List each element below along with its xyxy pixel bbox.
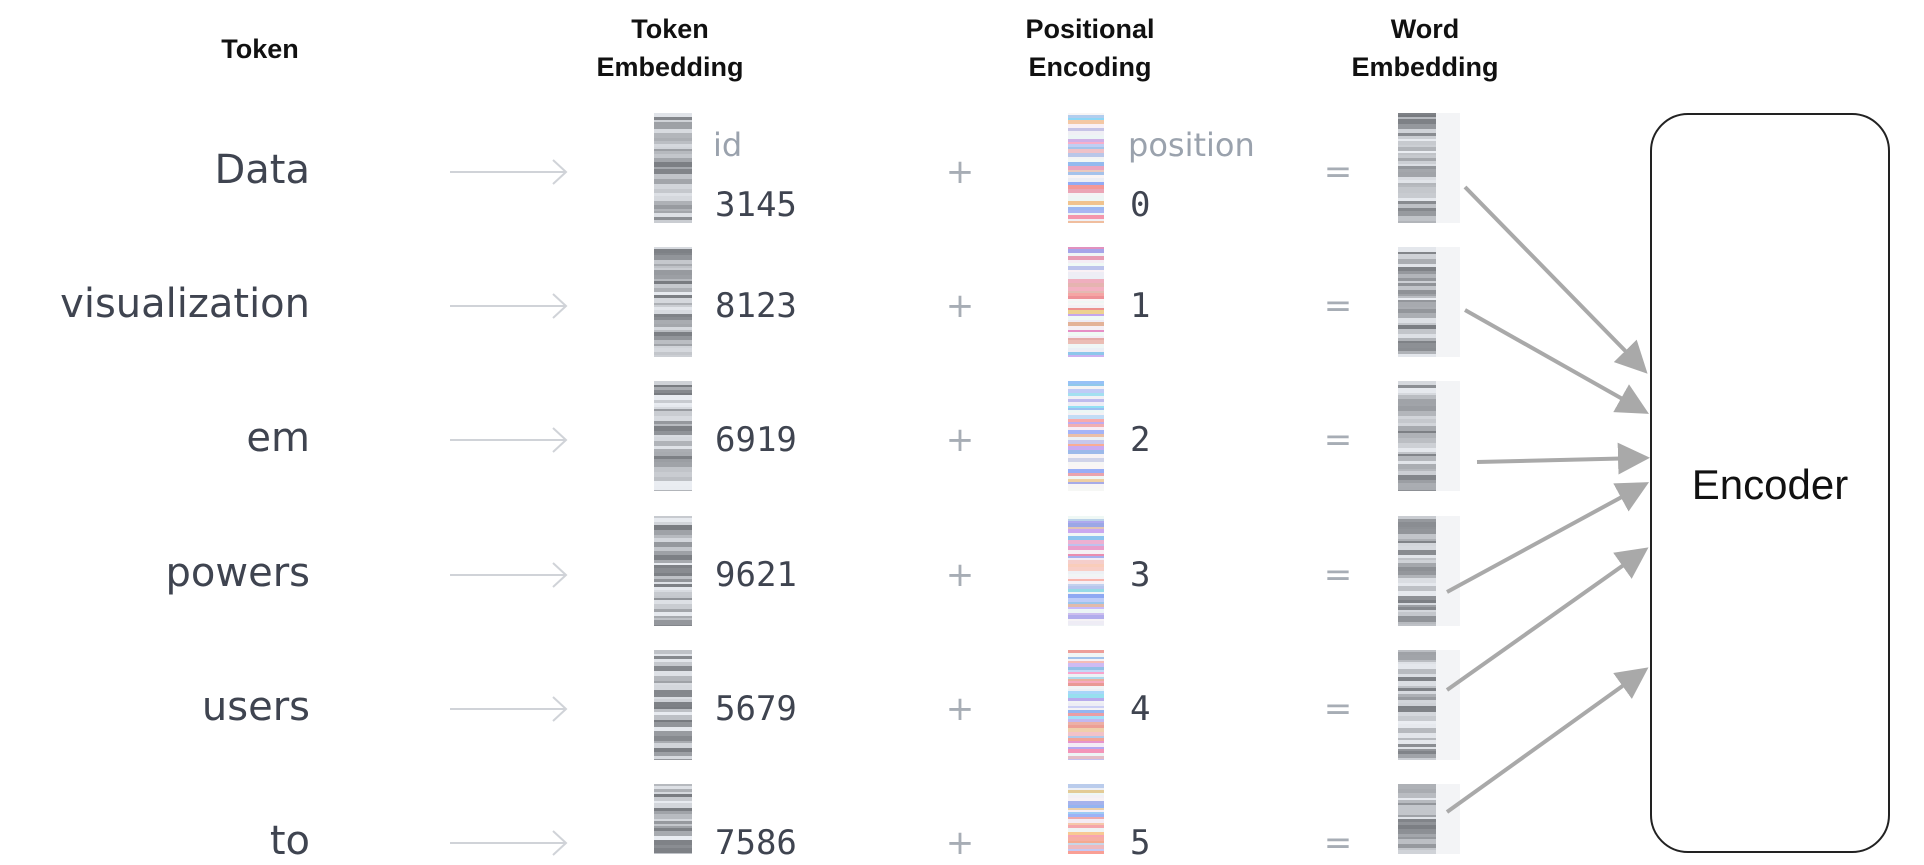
token-id: 7586 <box>715 823 797 863</box>
word-embedding-bars <box>1398 784 1436 854</box>
position-sublabel: position <box>1128 126 1255 164</box>
plus-operator: + <box>945 823 975 863</box>
token-label: em <box>246 415 310 461</box>
encoder-label: Encoder <box>1691 461 1849 508</box>
token-embedding-strip <box>654 113 692 223</box>
token-embedding-strip <box>654 247 692 357</box>
token-label: Data <box>214 147 310 193</box>
plus-operator: + <box>945 689 975 729</box>
plus-operator: + <box>945 286 975 326</box>
positional-encoding-strip <box>1068 381 1104 491</box>
token-to-embedding-arrowhead <box>552 427 568 453</box>
word-embedding-bars <box>1398 247 1436 357</box>
header-token: Token <box>221 34 299 64</box>
embedding-to-encoder-arrow <box>1445 667 1649 814</box>
position-index: 3 <box>1130 555 1151 595</box>
header-word-embedding: Word Embedding <box>1351 14 1499 82</box>
token-id: 9621 <box>715 555 797 595</box>
equals-operator: = <box>1323 420 1353 460</box>
word-embedding-strip <box>1398 784 1460 854</box>
word-embedding-strip <box>1398 381 1460 491</box>
token-embedding-strip <box>654 381 692 491</box>
equals-operator: = <box>1323 555 1353 595</box>
embedding-to-encoder-arrow <box>1476 442 1650 475</box>
token-id: 6919 <box>715 420 797 460</box>
embedding-to-encoder-arrow <box>1464 308 1649 414</box>
token-embedding-strip <box>654 516 692 626</box>
embedding-to-encoder-arrow <box>1446 482 1650 594</box>
plus-operator: + <box>945 152 975 192</box>
position-index: 2 <box>1130 420 1151 460</box>
token-to-embedding-arrowhead <box>552 830 568 856</box>
header-positional-encoding: Positional Encoding <box>1025 14 1155 82</box>
token-to-embedding-arrowhead <box>552 562 568 588</box>
equals-operator: = <box>1323 823 1353 863</box>
position-index: 0 <box>1130 185 1151 225</box>
equals-operator: = <box>1323 152 1353 192</box>
header-token-embedding: Token Embedding <box>596 14 744 82</box>
token-id: 8123 <box>715 286 797 326</box>
token-label: users <box>201 684 310 730</box>
word-embedding-bars <box>1398 516 1436 626</box>
token-embedding-strip <box>654 650 692 760</box>
plus-operator: + <box>945 420 975 460</box>
token-to-embedding-arrowhead <box>552 159 568 185</box>
token-embedding-strip <box>654 784 692 854</box>
positional-encoding-strip <box>1068 247 1104 357</box>
positional-encoding-strip <box>1068 650 1104 760</box>
position-index: 5 <box>1130 823 1151 863</box>
equals-operator: = <box>1323 286 1353 326</box>
word-embedding-bars <box>1398 381 1436 491</box>
token-label: to <box>269 818 310 864</box>
id-sublabel: id <box>713 126 743 164</box>
position-index: 1 <box>1130 286 1151 326</box>
word-embedding-bars <box>1398 650 1436 760</box>
word-embedding-strip <box>1398 113 1460 223</box>
equals-operator: = <box>1323 689 1353 729</box>
token-to-embedding-arrowhead <box>552 696 568 722</box>
word-embedding-bars <box>1398 113 1436 223</box>
positional-encoding-strip <box>1068 113 1104 223</box>
embedding-to-encoder-arrow <box>1463 185 1648 374</box>
word-embedding-strip <box>1398 516 1460 626</box>
word-embedding-strip <box>1398 247 1460 357</box>
token-id: 3145 <box>715 185 797 225</box>
embedding-to-encoder-arrow <box>1445 547 1649 692</box>
token-to-embedding-arrowhead <box>552 293 568 319</box>
position-index: 4 <box>1130 689 1151 729</box>
token-id: 5679 <box>715 689 797 729</box>
encoder-box <box>1650 113 1890 853</box>
token-label: powers <box>165 550 310 596</box>
token-label: visualization <box>60 281 310 327</box>
positional-encoding-strip <box>1068 784 1104 854</box>
plus-operator: + <box>945 555 975 595</box>
positional-encoding-strip <box>1068 516 1104 626</box>
word-embedding-strip <box>1398 650 1460 760</box>
